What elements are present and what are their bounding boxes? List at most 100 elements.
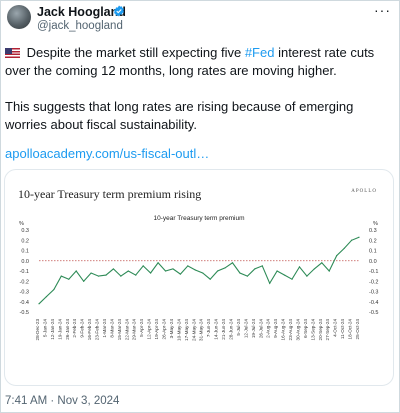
y-tick-label-right: 0.3: [369, 228, 377, 234]
series-line: [38, 236, 360, 305]
data-point: [276, 270, 278, 272]
data-point: [38, 303, 40, 305]
x-tick-label: 2-Feb-24: [72, 319, 77, 338]
y-tick-label-right: -0.2: [369, 279, 378, 285]
tweet-text-segment: interest rate cuts over the coming 12 mo…: [5, 45, 375, 78]
x-tick-label: 28-Dec-23: [35, 319, 40, 341]
x-tick-label: 17-May-24: [184, 319, 189, 341]
author-name[interactable]: Jack Hoogland: [37, 5, 126, 19]
y-tick-label-right: -0.5: [369, 310, 378, 316]
x-tick-label: 24-May-24: [191, 319, 196, 341]
x-tick-label: 13-Sep-24: [310, 319, 315, 341]
hashtag-link[interactable]: #Fed: [244, 45, 275, 60]
avatar[interactable]: [7, 5, 31, 29]
y-tick-label-left: 0.0: [21, 259, 29, 265]
x-tick-label: 2-Aug-24: [266, 319, 271, 338]
data-point: [120, 275, 122, 277]
data-point: [224, 267, 226, 269]
data-point: [75, 270, 77, 272]
x-tick-label: 12-Jan-24: [50, 319, 55, 340]
x-tick-label: 23-Feb-24: [95, 319, 100, 341]
x-tick-label: 7-Jun-24: [206, 319, 211, 338]
data-point: [112, 268, 115, 270]
data-point: [202, 272, 204, 274]
x-tick-label: 14-Jun-24: [214, 319, 219, 340]
y-tick-label-left: -0.2: [20, 279, 29, 285]
data-point: [246, 275, 248, 277]
y-tick-label-left: 0.1: [21, 249, 29, 255]
x-tick-label: 19-Jan-24: [57, 319, 62, 340]
us-flag-icon: [5, 48, 20, 58]
y-axis-label-left: %: [19, 221, 24, 227]
data-point: [142, 265, 144, 267]
x-tick-label: 18-Oct-24: [348, 319, 353, 340]
data-point: [328, 270, 330, 272]
author-handle[interactable]: @jack_hoogland: [37, 20, 123, 32]
data-point: [187, 265, 189, 267]
data-point: [239, 272, 241, 274]
y-tick-label-left: -0.3: [20, 290, 29, 296]
data-point: [150, 272, 152, 274]
x-tick-label: 26-Jan-24: [65, 319, 70, 340]
chart-title: 10-year Treasury term premium: [153, 215, 244, 222]
data-point: [127, 270, 129, 272]
data-point: [261, 265, 263, 267]
y-tick-label-left: 0.2: [21, 238, 29, 244]
x-tick-label: 19-Jul-24: [251, 319, 256, 339]
y-tick-label-right: 0.2: [369, 238, 377, 244]
data-point: [254, 268, 256, 270]
x-tick-label: 1-Mar-24: [102, 319, 107, 338]
data-point: [157, 262, 159, 264]
data-point: [321, 262, 323, 264]
chart-card[interactable]: 10-year Treasury term premium rising APO…: [4, 169, 394, 386]
data-point: [105, 274, 107, 276]
x-tick-label: 26-Jul-24: [258, 319, 263, 339]
data-point: [283, 274, 286, 276]
data-point: [172, 268, 174, 270]
timestamp[interactable]: 7:41 AM · Nov 3, 2024: [5, 395, 120, 407]
y-tick-label-left: -0.1: [20, 269, 29, 275]
x-tick-label: 5-Jan-24: [42, 319, 47, 338]
x-tick-label: 16-Aug-24: [281, 319, 286, 341]
data-point: [306, 275, 308, 277]
tweet-text-paragraph-2: This suggests that long rates are rising…: [5, 99, 354, 132]
data-point: [60, 275, 62, 277]
tweet-text-segment: Despite the market still expecting five: [23, 45, 245, 60]
data-point: [291, 278, 293, 280]
article-link[interactable]: apolloacademy.com/us-fiscal-outl…: [5, 146, 210, 161]
data-point: [164, 270, 167, 272]
verified-badge-icon: [114, 5, 124, 17]
x-tick-label: 21-Jun-24: [221, 319, 226, 340]
data-point: [45, 296, 48, 298]
x-tick-label: 9-Aug-24: [273, 319, 278, 338]
x-tick-label: 16-Feb-24: [87, 319, 92, 341]
y-tick-label-left: -0.5: [20, 310, 29, 316]
x-tick-label: 23-Aug-24: [288, 319, 293, 341]
x-tick-label: 26-Apr-24: [162, 319, 167, 340]
data-point: [358, 236, 360, 238]
x-tick-label: 22-Mar-24: [124, 319, 129, 341]
y-tick-label-right: -0.4: [369, 300, 378, 306]
more-dots-icon[interactable]: ···: [374, 2, 391, 18]
data-point: [83, 280, 85, 282]
data-point: [343, 247, 345, 250]
card-headline: 10-year Treasury term premium rising: [18, 187, 202, 201]
y-tick-label-right: 0.1: [369, 249, 377, 255]
card-brand: APOLLO: [351, 189, 377, 194]
data-point: [350, 239, 353, 241]
x-tick-label: 12-Jul-24: [243, 319, 248, 339]
line-chart: 10-year Treasury term premium% %0.3 0.30.2…: [19, 215, 378, 341]
x-tick-label: 19-Apr-24: [154, 319, 159, 340]
x-tick-label: 31-May-24: [199, 319, 204, 341]
x-tick-label: 11-Oct-24: [340, 319, 345, 340]
data-point: [336, 255, 338, 257]
data-point: [217, 270, 219, 272]
data-point: [269, 282, 271, 284]
x-tick-label: 3-May-24: [169, 319, 174, 339]
y-tick-label-left: 0.3: [21, 228, 29, 234]
y-axis-label-right: %: [373, 221, 378, 227]
x-tick-label: 25-Oct-24: [355, 319, 360, 340]
data-point: [298, 266, 301, 268]
data-point: [90, 272, 92, 274]
